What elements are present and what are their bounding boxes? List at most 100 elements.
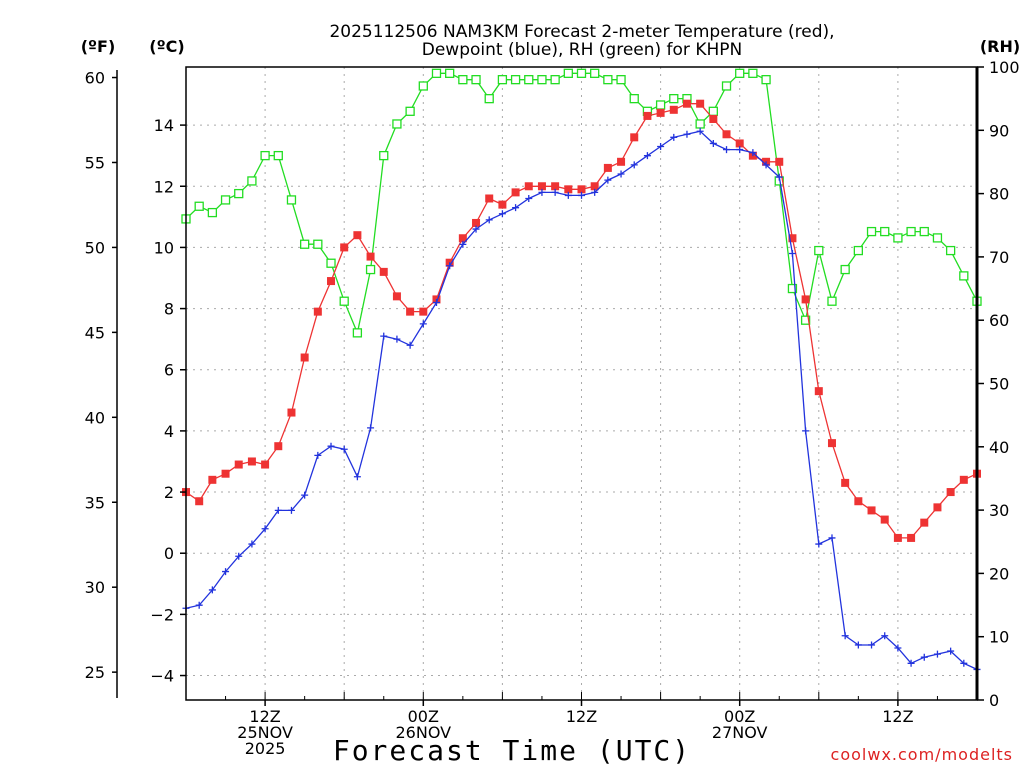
dewpoint-point — [947, 647, 955, 655]
grid-lines — [186, 67, 977, 700]
dewpoint-point — [525, 194, 533, 202]
rh-point — [524, 75, 534, 85]
rh-point — [563, 68, 573, 78]
x-axis-tick-label: 26NOV — [396, 723, 452, 742]
rh-point — [379, 150, 389, 161]
rh-point — [919, 226, 929, 237]
x-axis-tick-label: 12Z — [882, 707, 913, 726]
f-axis-tick-label: 25 — [85, 663, 105, 682]
rh-axis-tick-label: 100 — [989, 58, 1020, 77]
x-axis-tick-label: 00Z — [408, 707, 439, 726]
temperature-point — [247, 457, 256, 466]
fahrenheit-unit-label: (ºF) — [81, 37, 116, 56]
rh-point — [735, 68, 745, 78]
dewpoint-point — [195, 601, 203, 609]
dewpoint-point — [222, 568, 230, 576]
dewpoint-point — [261, 525, 269, 533]
temperature-point — [617, 157, 626, 166]
temperature-point — [867, 506, 876, 515]
dewpoint-point — [432, 298, 440, 306]
rh-point — [576, 68, 587, 78]
temperature-point — [564, 185, 573, 194]
dewpoint-point — [551, 188, 559, 196]
dewpoint-point — [670, 133, 678, 141]
temperature-point — [406, 307, 415, 316]
rh-axis-tick-label: 50 — [989, 375, 1009, 394]
rh-point — [299, 239, 310, 249]
dewpoint-point — [248, 540, 256, 548]
dewpoint-point — [287, 506, 295, 514]
temperature-point — [814, 387, 823, 396]
f-axis-tick-label: 40 — [85, 408, 105, 427]
rh-point — [247, 176, 257, 186]
dewpoint-point — [353, 473, 361, 481]
dewpoint-point — [709, 139, 717, 147]
rh-point — [827, 296, 837, 306]
temperature-point — [300, 353, 309, 362]
dewpoint-point — [643, 152, 651, 160]
rh-point — [326, 258, 336, 268]
c-axis-tick-label: 8 — [164, 300, 174, 319]
temperature-point — [287, 408, 296, 417]
series-layer — [181, 68, 982, 673]
dewpoint-point — [815, 540, 823, 548]
temperature-point — [524, 182, 533, 191]
temperature-point — [946, 488, 955, 497]
rh-line — [185, 72, 978, 336]
axes: 25 30 35 40 45 50 55 60 −4 −2 0 2 4 6 8 10 12 14 0 10 20 30 40… — [85, 58, 1020, 758]
temperature-point — [709, 114, 718, 123]
rh-axis-tick-label: 30 — [989, 501, 1009, 520]
x-axis-tick-label: 25NOV — [237, 723, 293, 742]
c-axis-tick-label: 4 — [164, 422, 174, 441]
rh-point — [787, 283, 798, 294]
dewpoint-point — [762, 161, 770, 169]
rh-point — [510, 75, 521, 85]
rh-point — [445, 68, 455, 78]
dewpoint-point — [630, 161, 638, 169]
rh-axis-tick-label: 70 — [989, 248, 1009, 267]
dewpoint-point — [775, 173, 783, 181]
x-axis-tick-label: 12Z — [566, 707, 597, 726]
rh-point — [234, 188, 244, 199]
dewpoint-point — [920, 653, 928, 661]
dewpoint-point — [788, 250, 796, 258]
rh-point — [471, 75, 481, 85]
temperature-point — [537, 182, 546, 191]
temperature-point — [340, 243, 349, 252]
temperature-point — [313, 307, 322, 316]
rh-point — [497, 75, 508, 85]
temperature-point — [893, 533, 902, 542]
rh-point — [405, 106, 415, 116]
rh-point — [761, 75, 771, 85]
temperature-point — [775, 157, 784, 166]
temperature-point — [682, 99, 691, 108]
temperature-point — [485, 194, 494, 203]
temperature-point — [551, 182, 560, 191]
dewpoint-point — [696, 127, 704, 135]
rh-axis-tick-label: 10 — [989, 628, 1009, 647]
temperature-point — [511, 188, 520, 197]
dewpoint-point — [406, 341, 414, 349]
rh-point — [814, 245, 824, 256]
dewpoint-point — [446, 262, 454, 270]
rh-point — [207, 207, 218, 218]
rh-point — [590, 68, 600, 78]
f-axis-tick-label: 30 — [85, 578, 105, 597]
temperature-point — [353, 231, 362, 240]
temperature-point — [366, 252, 375, 261]
rh-point — [721, 81, 732, 91]
temperature-point — [735, 139, 744, 148]
rh-point — [906, 226, 916, 237]
temperature-point — [419, 307, 428, 316]
dewpoint-point — [617, 170, 625, 178]
temperature-point — [392, 292, 401, 301]
c-axis-tick-label: 6 — [164, 361, 174, 380]
temperature-point — [195, 497, 204, 506]
temperature-point — [696, 99, 705, 108]
rh-point — [945, 245, 956, 256]
rh-point — [194, 201, 204, 211]
dewpoint-point — [841, 632, 849, 640]
dewpoint-point — [802, 427, 810, 435]
dewpoint-point — [854, 641, 862, 649]
